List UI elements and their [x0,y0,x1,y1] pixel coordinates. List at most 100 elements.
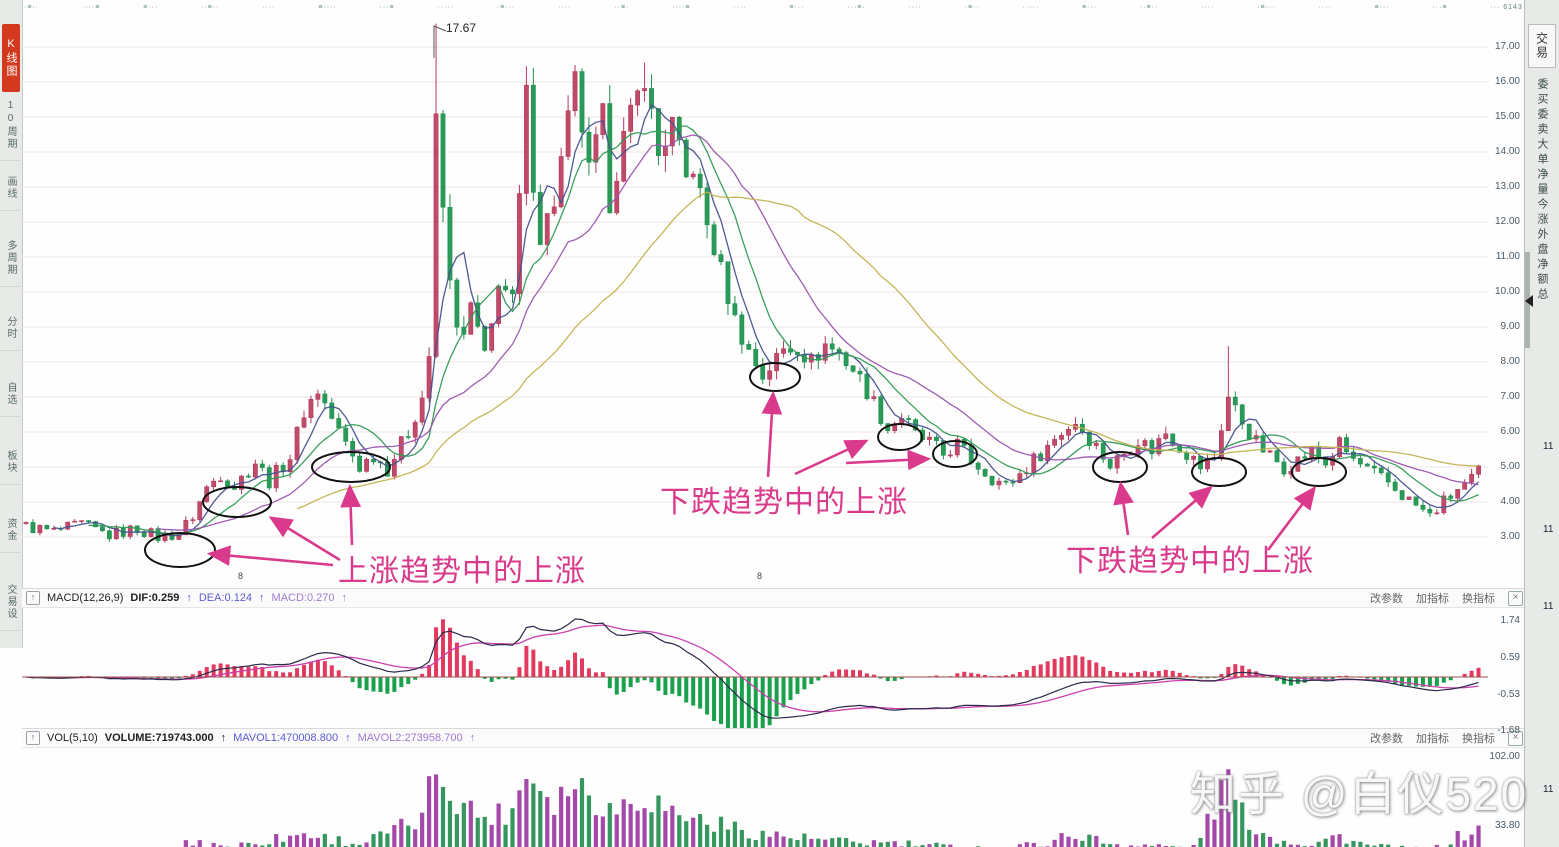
macd-switch-indicator-link[interactable]: 换指标 [1462,593,1495,605]
top-strip-cluster: ····· [437,3,455,11]
left-toolbar-item-label: 多周期 [5,240,16,276]
top-strip-cluster: ···· [733,3,747,11]
left-toolbar-item[interactable]: 交易设 [0,584,21,631]
top-strip-cluster: ····≡ [672,3,691,11]
macd-change-params-link[interactable]: 改参数 [1370,593,1403,605]
left-toolbar-item-label: 画线 [5,176,16,200]
top-strip-cluster: ···≡ [379,3,395,11]
macd-dif-value: DIF:0.259 [130,592,180,604]
collapse-arrow-icon[interactable] [1525,295,1533,307]
axis-label: 12.00 [1494,216,1520,227]
top-strip-cluster: ·≡·· [964,3,980,11]
top-strip-cluster: ·≡··· [496,3,516,11]
top-strip-cluster: ···· [908,3,922,11]
kline-mode-badge[interactable]: K线图 [2,24,20,92]
left-toolbar-item-label: 板块 [5,450,16,474]
kline-mode-badge-label: K线图 [5,38,17,78]
axis-label: 7.00 [1500,391,1520,402]
axis-label: 8.00 [1500,356,1520,367]
annotation-downtrend-rise-2: 下跌趋势中的上涨 [1066,545,1314,578]
axis-label: 4.00 [1500,496,1520,507]
left-toolbar-item[interactable]: 板块 [0,450,21,485]
chart-canvas[interactable] [22,14,1490,847]
axis-label: -0.53 [1497,689,1520,700]
left-toolbar-item-label: 资金 [5,518,16,542]
mavol2-value: MAVOL2:273958.700 [357,732,463,744]
volume-up-arrow-icon: ↑ [220,732,227,744]
axis-label: 16.00 [1494,76,1520,87]
macd-value: MACD:0.270 [271,592,335,604]
axis-label: 3.00 [1500,531,1520,542]
right-sidebar: 交易 委买委卖大单净量今涨外盘净额总 11 11 11 11 [1524,0,1559,847]
dea-up-arrow-icon: ↑ [259,592,265,604]
axis-label: 17.00 [1494,41,1520,52]
axis-label: 9.00 [1500,321,1520,332]
left-toolbar-item[interactable]: 10周期 [0,100,21,161]
top-strip-cluster: ····≡ [81,3,101,11]
left-toolbar-item-label: 10周期 [5,100,16,150]
top-strip-cluster: ···· [1201,3,1215,11]
top-strip-cluster: ≡··· [1081,3,1098,11]
top-strip-cluster: ··· 6143 [1490,3,1523,11]
peak-price-label: 17.67 [446,21,477,35]
top-strip-cluster: ≡··· [1374,3,1390,11]
top-strip-cluster: ··≡·· [1139,3,1159,11]
annotation-downtrend-rise-1: 下跌趋势中的上涨 [660,486,908,519]
panel-expand-icon[interactable]: ↑ [26,731,40,745]
right-sidebar-vertical-label: 委买委卖大单净量今涨外盘净额总 [1536,78,1549,303]
macd-up-arrow-icon: ↑ [341,592,348,604]
annotation-uptrend-rise: 上涨趋势中的上涨 [338,555,586,588]
dif-up-arrow-icon: ↑ [186,592,192,604]
macd-panel-header: ↑ MACD(12,26,9) DIF:0.259 ↑ DEA:0.124 ↑ … [22,588,1525,608]
macd-formula: MACD(12,26,9) [47,592,124,604]
vol-close-icon[interactable]: × [1508,730,1523,746]
mavol1-value: MAVOL1:470008.800 [233,732,339,744]
left-toolbar-item[interactable]: 自选 [0,382,21,417]
zhihu-watermark: 知乎 @白仪520 [1190,768,1529,820]
top-strip-cluster: ···· [262,3,276,11]
top-strip-cluster: ····· [1022,3,1040,11]
axis-label: -1.68 [1497,725,1520,736]
volume-panel-header: ↑ VOL(5,10) VOLUME:719743.000 ↑ MAVOL1:4… [22,728,1525,748]
vol-add-indicator-link[interactable]: 加指标 [1416,733,1449,745]
axis-label: 5.00 [1500,461,1520,472]
period-mark: 8 [238,571,244,581]
top-strip-cluster: ···≡ [1432,3,1448,11]
trade-tab-label: 交易 [1534,32,1549,60]
axis-label: 33.80 [1494,820,1520,831]
mavol1-up-arrow-icon: ↑ [345,732,351,744]
macd-close-icon[interactable]: × [1508,590,1523,606]
axis-label: 102.00 [1489,751,1520,762]
right-sidebar-row-number: 11 [1543,441,1554,452]
left-toolbar-item[interactable]: 多周期 [0,240,21,287]
trade-tab[interactable]: 交易 [1528,24,1556,68]
axis-label: 14.00 [1494,146,1520,157]
panel-expand-icon[interactable]: ↑ [26,591,40,605]
top-strip-cluster: ··≡· [614,3,630,11]
macd-add-indicator-link[interactable]: 加指标 [1416,593,1449,605]
vol-formula: VOL(5,10) [47,732,98,744]
vol-change-params-link[interactable]: 改参数 [1370,733,1403,745]
top-strip-cluster: ···≡· [847,3,866,11]
top-date-strip: ·≡·· ····≡ ≡··· ··≡·· ···· ≡···· ···≡ ····· ·≡··… [24,0,1523,14]
vol-volume-value: VOLUME:719743.000 [104,732,214,744]
macd-dea-value: DEA:0.124 [198,592,253,604]
right-sidebar-row-number: 11 [1543,524,1554,535]
mavol2-up-arrow-icon: ↑ [469,732,476,744]
top-strip-cluster: ≡··· [143,3,159,11]
top-strip-cluster: ··≡·· [200,3,220,11]
axis-label: 15.00 [1494,111,1520,122]
left-toolbar: K线图 10周期画线多周期分时自选板块资金交易设 [0,0,23,648]
left-toolbar-item-label: 自选 [5,382,16,406]
left-toolbar-item[interactable]: 分时 [0,316,21,351]
right-sidebar-row-number: 11 [1543,784,1554,795]
left-toolbar-item[interactable]: 资金 [0,518,21,553]
top-strip-cluster: ≡···· [318,3,337,11]
top-strip-cluster: ·≡·· [24,3,40,11]
left-toolbar-item[interactable]: 画线 [0,176,21,211]
axis-label: 6.00 [1500,426,1520,437]
top-strip-cluster: ·≡··· [1257,3,1276,11]
top-strip-cluster: ···· [558,3,572,11]
vol-switch-indicator-link[interactable]: 换指标 [1462,733,1495,745]
